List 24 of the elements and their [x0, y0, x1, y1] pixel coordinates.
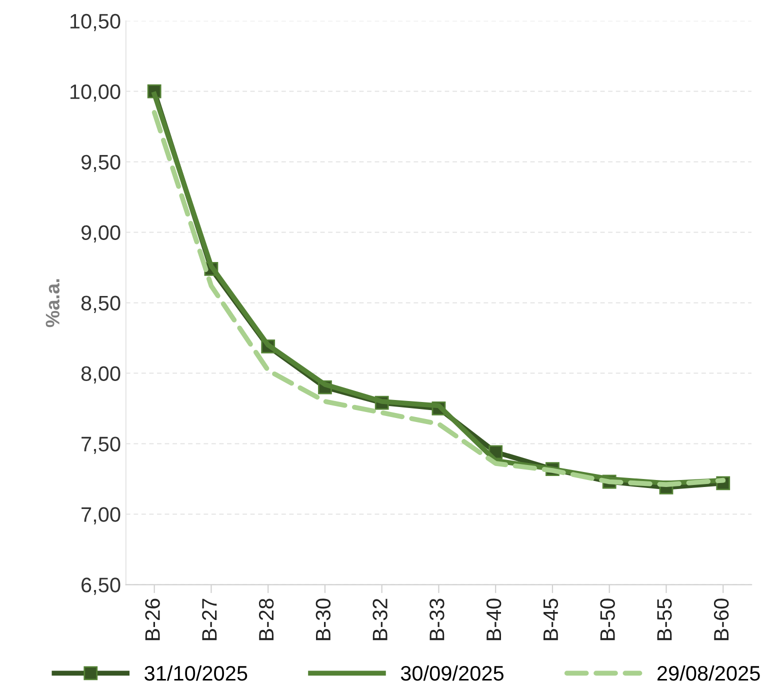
x-tick-label: B-45	[544, 598, 558, 640]
y-axis-title: %a.a.	[46, 279, 60, 328]
x-tick-label: B-30	[316, 598, 331, 640]
y-tick-label: 7,50	[82, 436, 120, 454]
x-tick-label: B-26	[145, 598, 160, 640]
y-tick-label: 8,50	[81, 296, 120, 313]
y-tick-label: 9,50	[81, 154, 120, 172]
y-tick-label: 10,00	[70, 84, 120, 102]
x-tick-label: B-40	[486, 598, 502, 640]
x-tick-label: B-55	[657, 598, 672, 640]
legend-label: 31/10/2025	[144, 665, 248, 681]
y-tick-label: 10,50	[70, 14, 120, 32]
legend-label: 30/09/2025	[400, 665, 504, 681]
legend-label: 29/08/2025	[657, 665, 760, 681]
x-tick-label: B-32	[372, 598, 388, 640]
y-tick-label: 6,50	[82, 578, 120, 595]
x-tick-label: B-27	[202, 598, 217, 640]
x-tick-label: B-50	[600, 598, 615, 640]
x-tick-label: B-33	[430, 598, 444, 640]
x-tick-label: B-28	[258, 598, 274, 640]
y-tick-label: 9,00	[81, 225, 120, 243]
y-tick-label: 7,00	[82, 507, 120, 524]
y-tick-label: 8,00	[81, 366, 120, 384]
x-tick-label: B-60	[714, 598, 729, 640]
